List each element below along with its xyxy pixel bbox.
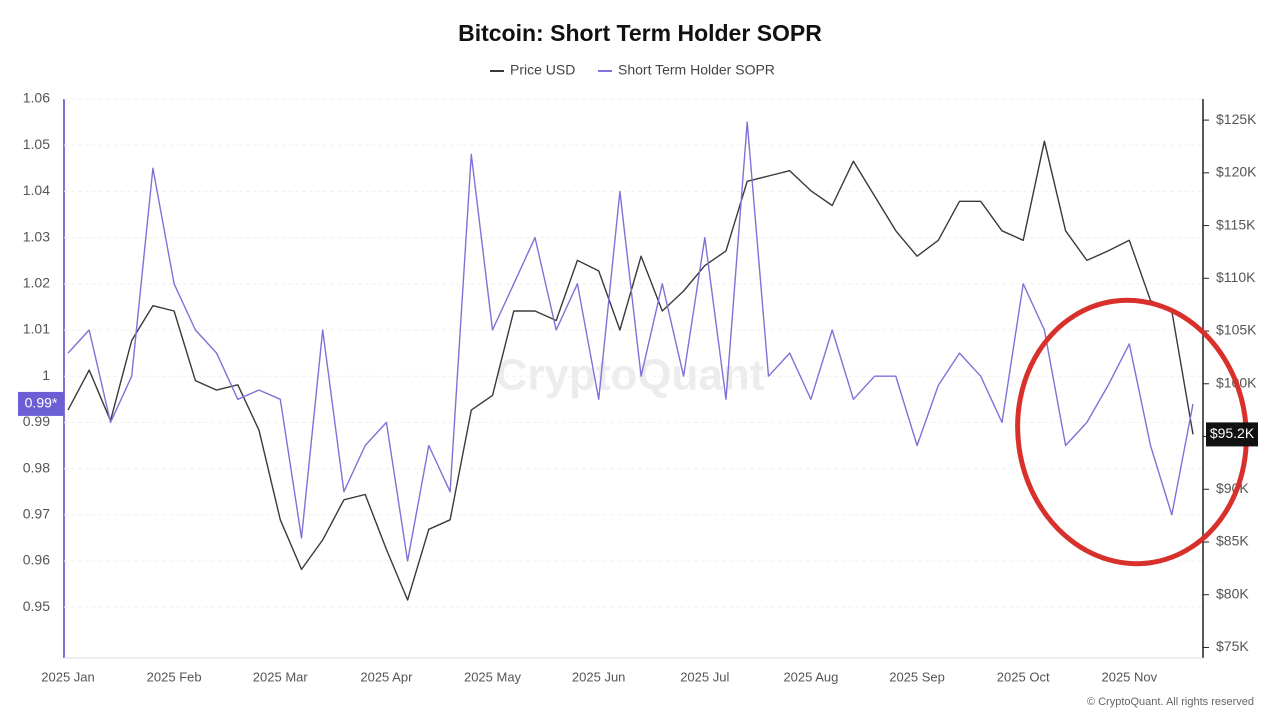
legend-label: Short Term Holder SOPR bbox=[618, 62, 775, 78]
y-tick-label: 0.98 bbox=[23, 459, 50, 475]
x-tick-label: 2025 Aug bbox=[783, 669, 838, 684]
sopr-badge bbox=[18, 391, 64, 416]
y2-tick-label: $115K bbox=[1216, 216, 1256, 232]
y-tick-label: 1.03 bbox=[23, 228, 50, 244]
series-line bbox=[67, 140, 1194, 601]
x-tick-label: 2025 Feb bbox=[147, 669, 202, 684]
price-badge bbox=[1206, 422, 1258, 447]
y-tick-label: 0.99 bbox=[23, 413, 50, 429]
sopr-badge-label: 0.99* bbox=[25, 395, 58, 411]
footer: © CryptoQuant. All rights reserved bbox=[1087, 696, 1254, 708]
x-tick-label: 2025 Oct bbox=[997, 669, 1050, 684]
y-tick-label: 1.04 bbox=[23, 182, 50, 198]
y-tick-label: 1.06 bbox=[23, 90, 50, 106]
watermark: CryptoQuant bbox=[496, 351, 765, 400]
y-tick-label: 1.05 bbox=[23, 136, 50, 152]
y-tick-label: 1.01 bbox=[23, 321, 50, 337]
x-tick-label: 2025 Nov bbox=[1101, 669, 1157, 684]
x-tick-label: 2025 Sep bbox=[889, 669, 945, 684]
y2-tick-label: $125K bbox=[1216, 111, 1257, 127]
x-tick-label: 2025 Jan bbox=[41, 669, 95, 684]
y-tick-label: 0.95 bbox=[23, 598, 50, 614]
y-tick-label: 0.96 bbox=[23, 552, 50, 568]
price-badge-label: $95.2K bbox=[1210, 425, 1255, 441]
x-tick-label: 2025 Jul bbox=[680, 669, 729, 684]
x-tick-label: 2025 Jun bbox=[572, 669, 626, 684]
y2-tick-label: $110K bbox=[1216, 269, 1256, 285]
y-tick-label: 1 bbox=[42, 367, 50, 383]
y2-tick-label: $120K bbox=[1216, 164, 1257, 180]
legend-label: Price USD bbox=[510, 62, 575, 78]
y2-tick-label: $85K bbox=[1216, 533, 1249, 549]
highlight-circle bbox=[1015, 297, 1249, 567]
series-line bbox=[67, 121, 1194, 562]
x-tick-label: 2025 Apr bbox=[360, 669, 413, 684]
x-tick-label: 2025 Mar bbox=[253, 669, 309, 684]
y2-tick-label: $75K bbox=[1216, 638, 1249, 654]
y-tick-label: 1.02 bbox=[23, 274, 50, 290]
y2-tick-label: $80K bbox=[1216, 585, 1249, 601]
chart-title: Bitcoin: Short Term Holder SOPR bbox=[458, 20, 822, 46]
x-tick-label: 2025 May bbox=[464, 669, 522, 684]
y-tick-label: 0.97 bbox=[23, 505, 50, 521]
y2-tick-label: $105K bbox=[1216, 322, 1257, 338]
